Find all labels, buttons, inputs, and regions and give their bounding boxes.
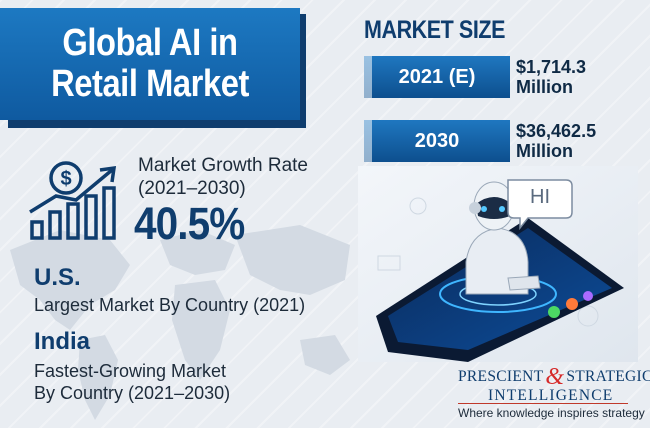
fastest-country-description-line2: By Country (2021–2030) [34, 383, 231, 403]
logo-tagline: Where knowledge inspires strategy [458, 406, 645, 420]
market-size-unit: Million [516, 141, 573, 161]
logo-word-intelligence: INTELLIGENCE [488, 387, 614, 404]
world-map-graphic [10, 225, 350, 420]
page-title: Global AI in Retail Market [51, 22, 249, 105]
fastest-country-name: India [34, 328, 91, 355]
market-size-value: $36,462.5 Million [516, 121, 596, 161]
bar-accent [364, 56, 372, 98]
growth-rate-period: (2021–2030) [138, 178, 246, 199]
market-size-year: 2030 [414, 129, 460, 152]
market-size-heading: MARKET SIZE [364, 16, 505, 44]
svg-text:$: $ [60, 168, 71, 190]
title-banner: Global AI in Retail Market [0, 8, 300, 120]
logo-divider [458, 403, 628, 404]
logo-ampersand: & [545, 364, 565, 390]
fastest-country-description-line1: Fastest-Growing Market [34, 361, 227, 381]
largest-country-description: Largest Market By Country (2021) [34, 295, 306, 315]
logo-word-strategic: STRATEGIC [566, 368, 650, 385]
bar-accent [364, 120, 372, 162]
growth-rate-value: 40.5% [134, 198, 245, 249]
speech-bubble-text: HI [530, 186, 550, 208]
market-size-unit: Million [516, 77, 573, 97]
market-size-year: 2021 (E) [398, 65, 476, 88]
market-size-year-bar: 2021 (E) [364, 56, 510, 98]
growth-rate-label: Market Growth Rate [138, 155, 308, 176]
market-size-value: $1,714.3 Million [516, 57, 586, 97]
market-size-amount: $36,462.5 [516, 121, 597, 141]
dollar-growth-chart-icon: $ [29, 161, 117, 240]
ai-robot-smartphone-illustration [358, 166, 638, 362]
market-size-amount: $1,714.3 [516, 57, 587, 77]
largest-country-name: U.S. [34, 264, 81, 291]
logo-wordmark: PRESCIENT & STRATEGIC [458, 364, 650, 390]
logo-word-prescient: PRESCIENT [458, 368, 544, 385]
market-size-year-bar: 2030 [364, 120, 510, 162]
